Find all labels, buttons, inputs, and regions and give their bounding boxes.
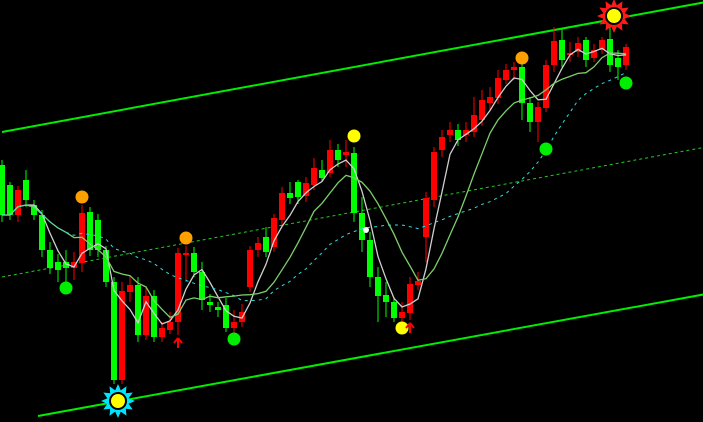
candle-up	[591, 50, 597, 58]
candle-up	[127, 285, 133, 292]
candle-up	[167, 322, 173, 330]
candle-down	[295, 182, 301, 197]
candle-down	[87, 212, 93, 250]
candle-up	[511, 67, 517, 70]
candle-down	[527, 103, 533, 122]
candle-up	[399, 312, 405, 318]
candle-up	[183, 253, 189, 255]
candle-up	[623, 47, 629, 65]
candle-down	[39, 215, 45, 250]
candle-down	[519, 67, 525, 103]
candle-down	[375, 277, 381, 296]
candle-down	[287, 193, 293, 198]
signal-dot	[539, 142, 553, 156]
candle-up	[71, 262, 77, 268]
candle-down	[103, 250, 109, 282]
candle-up	[343, 152, 349, 155]
candle-up	[247, 250, 253, 287]
candle-down	[215, 307, 221, 310]
starburst-center	[607, 9, 621, 23]
candle-up	[119, 291, 125, 380]
up-arrow-icon	[405, 322, 415, 333]
candle-down	[223, 305, 229, 328]
candle-down	[559, 40, 565, 60]
signal-dot	[515, 51, 529, 65]
candle-down	[63, 262, 69, 268]
candle-up	[407, 284, 413, 313]
candle-up	[567, 53, 573, 55]
up-arrow-icon	[173, 337, 183, 348]
candle-up	[327, 150, 333, 173]
candle-down	[615, 58, 621, 67]
channel-upper-line	[1, 1, 703, 133]
candle-up	[143, 296, 149, 335]
candle-up	[271, 218, 277, 247]
moving-average-9	[2, 52, 627, 319]
signal-dot	[347, 129, 361, 143]
starburst-center	[111, 394, 125, 408]
signal-dot	[395, 321, 409, 335]
candle-up	[303, 183, 309, 196]
signal-dot	[75, 190, 89, 204]
candle-down	[47, 250, 53, 268]
candle-down	[263, 237, 269, 252]
candle-up	[599, 40, 605, 50]
candle-up	[231, 322, 237, 328]
candle-down	[335, 150, 341, 160]
candle-down	[7, 185, 13, 215]
candle-down	[151, 296, 157, 337]
candle-down	[319, 170, 325, 178]
candle-up	[255, 243, 261, 250]
channel-middle-line	[1, 147, 703, 278]
candle-down	[455, 130, 461, 140]
candle-down	[359, 213, 365, 240]
candle-down	[31, 205, 37, 215]
candle-down	[23, 180, 29, 200]
candle-down	[55, 262, 61, 270]
candle-up	[543, 65, 549, 108]
signal-dot	[619, 76, 633, 90]
candle-up	[575, 43, 581, 52]
candle-up	[487, 97, 493, 103]
candle-down	[607, 39, 613, 65]
candle-up	[535, 107, 541, 122]
candle-down	[95, 220, 101, 250]
channel-lower-line	[37, 293, 703, 417]
candle-up	[431, 152, 437, 200]
candle-up	[463, 130, 469, 135]
candle-up	[159, 328, 165, 337]
candle-up	[175, 253, 181, 322]
candle-up	[439, 137, 445, 150]
candle-down	[391, 302, 397, 318]
signal-small-dot	[363, 227, 369, 233]
candle-up	[447, 130, 453, 135]
candle-down	[383, 295, 389, 302]
candle-down	[111, 282, 117, 380]
candle-up	[503, 70, 509, 80]
candle-down	[367, 240, 373, 277]
candle-up	[495, 78, 501, 98]
signal-dot	[59, 281, 73, 295]
candle-up	[479, 100, 485, 120]
candle-down	[199, 272, 205, 300]
candle-down	[207, 302, 213, 305]
candle-up	[15, 190, 21, 215]
candle-down	[0, 165, 5, 215]
candle-up	[471, 115, 477, 132]
candle-up	[311, 168, 317, 185]
signal-dot	[179, 231, 193, 245]
candle-down	[135, 285, 141, 335]
candle-up	[279, 193, 285, 220]
moving-average-4	[2, 47, 627, 325]
candle-up	[551, 41, 557, 65]
candle-down	[191, 253, 197, 272]
candle-down	[583, 40, 589, 60]
signal-dot	[227, 332, 241, 346]
candle-down	[351, 153, 357, 213]
candle-up	[423, 198, 429, 237]
candle-up	[415, 281, 421, 285]
